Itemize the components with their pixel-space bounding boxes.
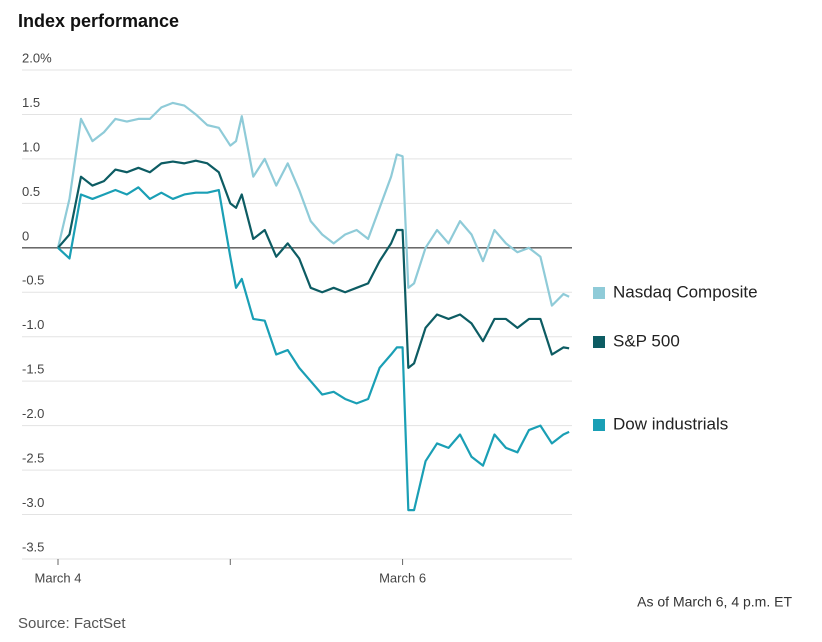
- y-tick-label: 1.0: [22, 139, 40, 154]
- y-tick-label: 0.5: [22, 184, 40, 199]
- x-tick-label: March 4: [35, 570, 82, 585]
- source: Source: FactSet: [18, 615, 126, 632]
- legend-label: Nasdaq Composite: [613, 282, 758, 301]
- series-line: [57, 186, 570, 512]
- y-tick-label: -2.5: [22, 451, 44, 466]
- chart-title: Index performance: [18, 11, 179, 31]
- series-line: [56, 101, 570, 307]
- legend-swatch: [593, 336, 605, 348]
- y-tick-label: -3.0: [22, 495, 44, 510]
- legend-swatch: [593, 419, 605, 431]
- y-tick-label: -2.0: [22, 406, 44, 421]
- y-tick-label: -1.5: [22, 362, 44, 377]
- y-tick-label: 1.5: [22, 95, 40, 110]
- legend-swatch: [593, 287, 605, 299]
- x-tick-label: March 6: [379, 570, 426, 585]
- y-tick-label: -1.0: [22, 317, 44, 332]
- y-tick-label: 0: [22, 228, 29, 243]
- note: As of March 6, 4 p.m. ET: [637, 594, 792, 610]
- legend-label: S&P 500: [613, 331, 680, 350]
- series-line: [57, 159, 570, 369]
- y-tick-label: -0.5: [22, 273, 44, 288]
- y-tick-label: -3.5: [22, 539, 44, 554]
- legend-label: Dow industrials: [613, 414, 728, 433]
- y-tick-label: 2.0%: [22, 50, 52, 65]
